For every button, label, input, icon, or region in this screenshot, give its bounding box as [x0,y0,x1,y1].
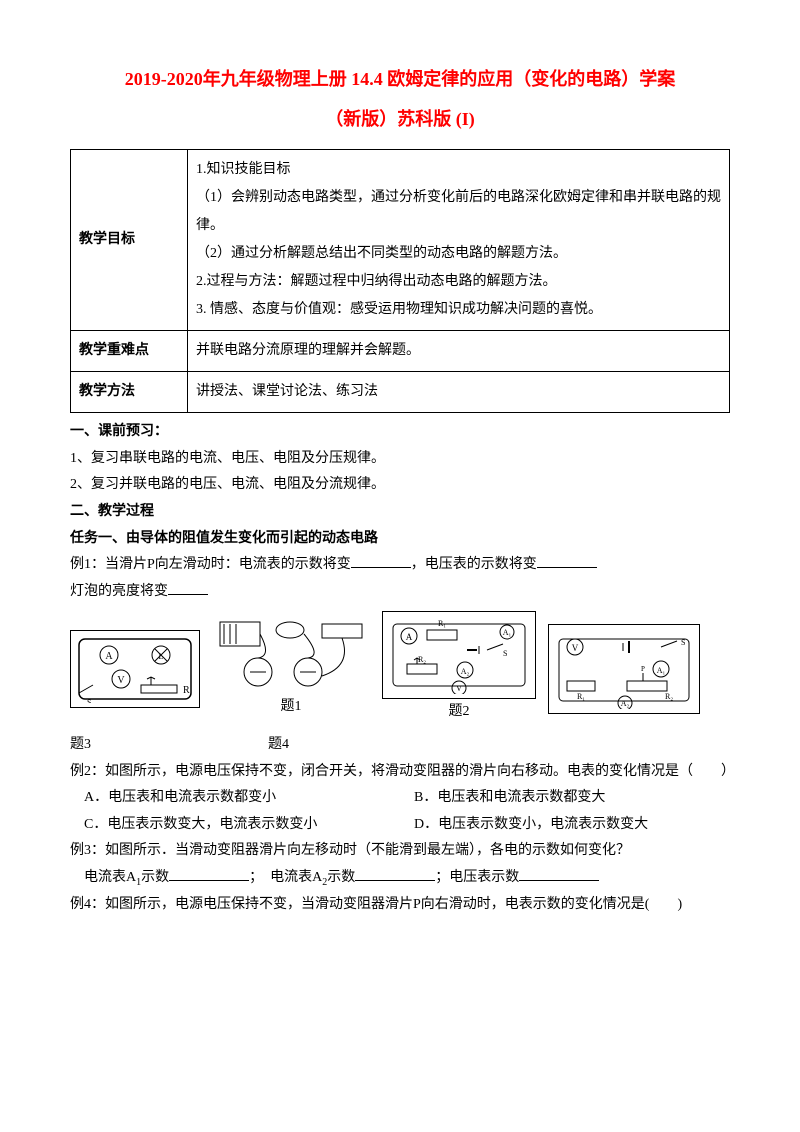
meta-content-method: 讲授法、课堂讨论法、练习法 [188,372,730,413]
svg-text:S: S [87,698,91,703]
goal-l2: （1）会辨别动态电路类型，通过分析变化前后的电路深化欧姆定律和串并联电路的规律。 [196,184,721,240]
svg-text:A: A [105,651,113,662]
svg-text:V: V [456,684,462,693]
ex3-b5: ；电压表示数 [435,870,519,885]
section-2-title: 二、教学过程 [70,499,730,526]
svg-text:S: S [503,649,507,658]
blank [168,580,208,595]
goal-l3: （2）通过分析解题总结出不同类型的动态电路的解题方法。 [196,240,721,268]
option-c-text: C．电压表示数变大，电流表示数变小 [84,817,317,832]
meta-content-diff: 并联电路分流原理的理解并会解题。 [188,331,730,372]
page-title: 2019-2020年九年级物理上册 14.4 欧姆定律的应用（变化的电路）学案 … [70,60,730,139]
section-1-title: 一、课前预习： [70,419,730,446]
ex3-b4: 示数 [327,870,355,885]
blank [355,866,435,881]
option-d: D．电压表示数变小，电流表示数变大 [400,812,730,839]
option-a-text: A．电压表和电流表示数都变小 [84,790,276,805]
option-b: B．电压表和电流表示数都变大 [400,785,730,812]
figure-row: A L V R S [70,611,730,726]
circuit-icon: A R₁ A₁ S R₂ A₂ V [387,616,531,694]
svg-text:A₂: A₂ [461,667,470,676]
example-4: 例4：如图所示，电源电压保持不变，当滑动变阻器滑片P向右滑动时，电表示数的变化情… [70,892,730,919]
figure-2: 题1 [212,616,370,721]
ex3-b1: 电流表A [84,870,136,885]
ex1-text-c: 灯泡的亮度将变 [70,584,168,599]
svg-text:S: S [681,638,685,647]
figure-1: A L V R S [70,630,200,708]
example-3-line1: 例3：如图所示．当滑动变阻器滑片向左移动时（不能滑到最左端），各电的示数如何变化… [70,838,730,865]
task-1-title: 任务一、由导体的阻值发生变化而引起的动态电路 [70,526,730,553]
blank [537,553,597,568]
sec1-item2: 2、复习并联电路的电压、电流、电阻及分流规律。 [70,472,730,499]
example-3-line2: 电流表A1示数； 电流表A2示数；电压表示数 [70,865,730,892]
caption-row: 题3 题4 [70,732,730,759]
svg-text:P: P [641,665,645,673]
figure-4: V S A₁ R₁ R₂ P A₂ [548,624,700,714]
table-row: 教学重难点 并联电路分流原理的理解并会解题。 [71,331,730,372]
circuit-photo-icon [212,616,370,694]
svg-text:R₁: R₁ [438,619,446,628]
svg-text:A₁: A₁ [503,628,512,637]
meta-label-method: 教学方法 [71,372,188,413]
ex1-text-b: ，电压表的示数将变 [411,557,537,572]
blank [519,866,599,881]
caption-2: 题2 [382,699,536,726]
circuit-icon: V S A₁ R₁ R₂ P A₂ [553,629,695,709]
svg-text:R₂: R₂ [665,692,673,701]
goal-l4: 2.过程与方法：解题过程中归纳得出动态电路的解题方法。 [196,268,721,296]
sec1-item1: 1、复习串联电路的电流、电压、电阻及分压规律。 [70,446,730,473]
example-2: 例2：如图所示，电源电压保持不变，闭合开关，将滑动变阻器的滑片向右移动。电表的变… [70,759,730,786]
blank [169,866,249,881]
meta-label-goal: 教学目标 [71,150,188,331]
title-line-2: （新版）苏科版 (I) [70,100,730,140]
meta-content-goal: 1.知识技能目标 （1）会辨别动态电路类型，通过分析变化前后的电路深化欧姆定律和… [188,150,730,331]
meta-table: 教学目标 1.知识技能目标 （1）会辨别动态电路类型，通过分析变化前后的电路深化… [70,149,730,413]
svg-text:V: V [117,675,125,686]
caption-3: 题3 [70,737,91,752]
figure-3: A R₁ A₁ S R₂ A₂ V 题2 [382,611,536,726]
option-d-text: D．电压表示数变小，电流表示数变大 [414,817,648,832]
goal-l5: 3. 情感、态度与价值观：感受运用物理知识成功解决问题的喜悦。 [196,296,721,324]
meta-label-diff: 教学重难点 [71,331,188,372]
caption-4: 题4 [268,737,289,752]
table-row: 教学方法 讲授法、课堂讨论法、练习法 [71,372,730,413]
svg-text:R: R [183,685,190,696]
svg-text:R₁: R₁ [577,692,585,701]
caption-1: 题1 [212,694,370,721]
table-row: 教学目标 1.知识技能目标 （1）会辨别动态电路类型，通过分析变化前后的电路深化… [71,150,730,331]
goal-l1: 1.知识技能目标 [196,156,721,184]
example-1: 例1：当滑片P向左滑动时：电流表的示数将变 ，电压表的示数将变 [70,552,730,579]
option-c: C．电压表示数变大，电流表示数变小 [70,812,400,839]
example-1-cont: 灯泡的亮度将变 [70,579,730,606]
svg-text:V: V [572,643,579,653]
option-a: A．电压表和电流表示数都变小 [70,785,400,812]
title-line-1: 2019-2020年九年级物理上册 14.4 欧姆定律的应用（变化的电路）学案 [70,60,730,100]
circuit-icon: A L V R S [75,635,195,703]
document-page: 2019-2020年九年级物理上册 14.4 欧姆定律的应用（变化的电路）学案 … [0,0,800,958]
option-b-text: B．电压表和电流表示数都变大 [414,790,605,805]
blank [351,553,411,568]
ex3-b3: ； 电流表A [249,870,322,885]
svg-text:A₂: A₂ [621,699,630,708]
svg-text:A: A [406,632,413,642]
options-block: A．电压表和电流表示数都变小 B．电压表和电流表示数都变大 C．电压表示数变大，… [70,785,730,838]
svg-text:A₁: A₁ [657,666,666,675]
ex3-b2: 示数 [141,870,169,885]
ex1-text-a: 例1：当滑片P向左滑动时：电流表的示数将变 [70,557,351,572]
